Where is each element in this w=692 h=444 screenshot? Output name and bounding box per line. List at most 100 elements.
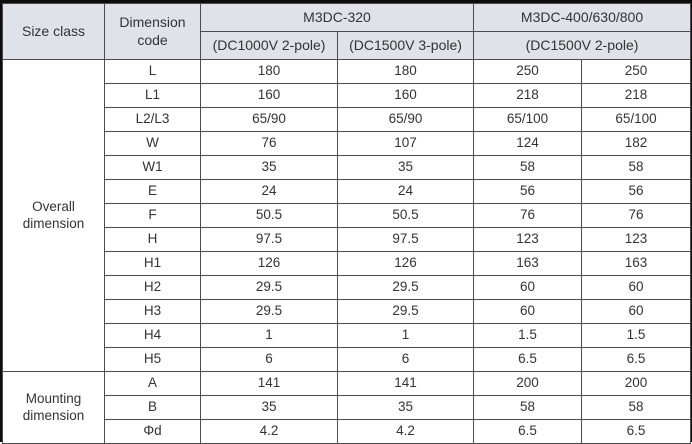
dim-value-cell: 6.5 (581, 419, 692, 444)
dim-value-cell: 29.5 (336, 299, 475, 324)
dim-value-cell: 60 (473, 275, 583, 300)
dim-value-cell: 163 (473, 251, 583, 276)
dim-code-cell: H3 (104, 299, 201, 324)
dim-value-cell: 58 (581, 395, 692, 420)
header-group-m3dc-320: M3DC-320 (199, 3, 475, 32)
dim-value-cell: 65/90 (336, 107, 475, 132)
dim-value-cell: 160 (200, 83, 338, 108)
dim-value-cell: 123 (581, 227, 692, 252)
dim-code-cell: Φd (104, 419, 201, 444)
dim-value-cell: 24 (336, 179, 475, 204)
dim-value-cell: 76 (581, 203, 692, 228)
dim-code-cell: A (104, 371, 201, 396)
dim-value-cell: 250 (473, 59, 583, 84)
dim-value-cell: 250 (581, 59, 692, 84)
dim-value-cell: 56 (581, 179, 692, 204)
dim-code-cell: H5 (104, 347, 201, 372)
header-row-subtypes: (DC1000V 2-pole) (DC1500V 3-pole) (DC150… (3, 31, 692, 60)
table-row: Mounting dimension A 141 141 200 200 (2, 371, 692, 444)
dim-value-cell: 160 (336, 83, 475, 108)
dim-code-cell: B (104, 395, 201, 420)
dim-code-cell: L (104, 59, 201, 84)
header-dimension-code-label: Dimension code (119, 14, 186, 49)
dim-value-cell: 97.5 (336, 227, 475, 252)
dim-value-cell: 50.5 (200, 203, 338, 228)
dim-value-cell: 200 (473, 371, 583, 396)
section-label-mounting-dimension: Mounting dimension (2, 371, 105, 444)
header-sub-dc1500v-3pole: (DC1500V 3-pole) (336, 31, 475, 60)
dim-code-cell: W1 (104, 155, 201, 180)
header-size-class-label: Size class (21, 23, 86, 40)
dim-value-cell: 76 (473, 203, 583, 228)
dim-value-cell: 200 (581, 371, 692, 396)
section-label-overall-dimension-text: Overall dimension (22, 198, 85, 232)
dim-code-cell: H (104, 227, 201, 252)
dim-value-cell: 29.5 (200, 299, 338, 324)
table-row: H 97.5 97.5 123 123 (3, 227, 692, 252)
dim-code-cell: F (104, 203, 201, 228)
dim-code-cell: H2 (104, 275, 201, 300)
dim-value-cell: 24 (200, 179, 338, 204)
table-row: Φd 4.2 4.2 6.5 6.5 (3, 419, 692, 444)
dim-value-cell: 1 (200, 323, 338, 348)
dim-value-cell: 60 (581, 299, 692, 324)
dim-value-cell: 50.5 (336, 203, 475, 228)
section-label-overall-dimension: Overall dimension (2, 59, 105, 372)
dim-value-cell: 65/100 (581, 107, 692, 132)
dim-value-cell: 97.5 (200, 227, 338, 252)
dim-value-cell: 4.2 (336, 419, 475, 444)
header-size-class: Size class (2, 3, 105, 60)
dim-value-cell: 60 (581, 275, 692, 300)
dim-value-cell: 1.5 (473, 323, 583, 348)
dim-code-cell: H1 (104, 251, 201, 276)
dim-value-cell: 141 (200, 371, 338, 396)
table-row: L2/L3 65/90 65/90 65/100 65/100 (3, 107, 692, 132)
dim-value-cell: 76 (200, 131, 338, 156)
header-row-groups: Size class Dimension code M3DC-320 M3DC-… (2, 3, 692, 60)
dim-value-cell: 1.5 (581, 323, 692, 348)
table-row: Overall dimension L 180 180 250 250 (2, 59, 692, 372)
table-row: W1 35 35 58 58 (3, 155, 692, 180)
dim-value-cell: 29.5 (336, 275, 475, 300)
dim-value-cell: 58 (473, 155, 583, 180)
dim-value-cell: 6 (200, 347, 338, 372)
table-row: B 35 35 58 58 (3, 395, 692, 420)
dim-value-cell: 141 (336, 371, 475, 396)
dim-value-cell: 180 (336, 59, 475, 84)
dim-value-cell: 65/100 (473, 107, 583, 132)
dim-value-cell: 180 (200, 59, 338, 84)
dim-value-cell: 60 (473, 299, 583, 324)
header-sub-dc1500v-2pole: (DC1500V 2-pole) (473, 31, 692, 60)
dim-code-cell: L1 (104, 83, 201, 108)
dim-value-cell: 35 (336, 155, 475, 180)
dim-value-cell: 4.2 (200, 419, 338, 444)
dim-code-cell: H4 (104, 323, 201, 348)
header-group-m3dc-400-630-800: M3DC-400/630/800 (473, 3, 692, 32)
dimension-table: Size class Dimension code M3DC-320 M3DC-… (2, 3, 692, 444)
dim-value-cell: 218 (581, 83, 692, 108)
dim-value-cell: 29.5 (200, 275, 338, 300)
table-row: H5 6 6 6.5 6.5 (3, 347, 692, 372)
table-row: F 50.5 50.5 76 76 (3, 203, 692, 228)
table-row: E 24 24 56 56 (3, 179, 692, 204)
table-row: H3 29.5 29.5 60 60 (3, 299, 692, 324)
dim-value-cell: 35 (336, 395, 475, 420)
dim-value-cell: 163 (581, 251, 692, 276)
dim-value-cell: 6 (336, 347, 475, 372)
dim-value-cell: 58 (473, 395, 583, 420)
section-label-mounting-dimension-text: Mounting dimension (22, 390, 85, 424)
dim-value-cell: 123 (473, 227, 583, 252)
dim-value-cell: 1 (336, 323, 475, 348)
table-row: H2 29.5 29.5 60 60 (3, 275, 692, 300)
table-row: H1 126 126 163 163 (3, 251, 692, 276)
dim-value-cell: 56 (473, 179, 583, 204)
dim-value-cell: 58 (581, 155, 692, 180)
table-row: H4 1 1 1.5 1.5 (3, 323, 692, 348)
dim-value-cell: 218 (473, 83, 583, 108)
dim-value-cell: 35 (200, 155, 338, 180)
dim-code-cell: E (104, 179, 201, 204)
dim-value-cell: 107 (336, 131, 475, 156)
table-row: W 76 107 124 182 (3, 131, 692, 156)
dim-value-cell: 124 (473, 131, 583, 156)
